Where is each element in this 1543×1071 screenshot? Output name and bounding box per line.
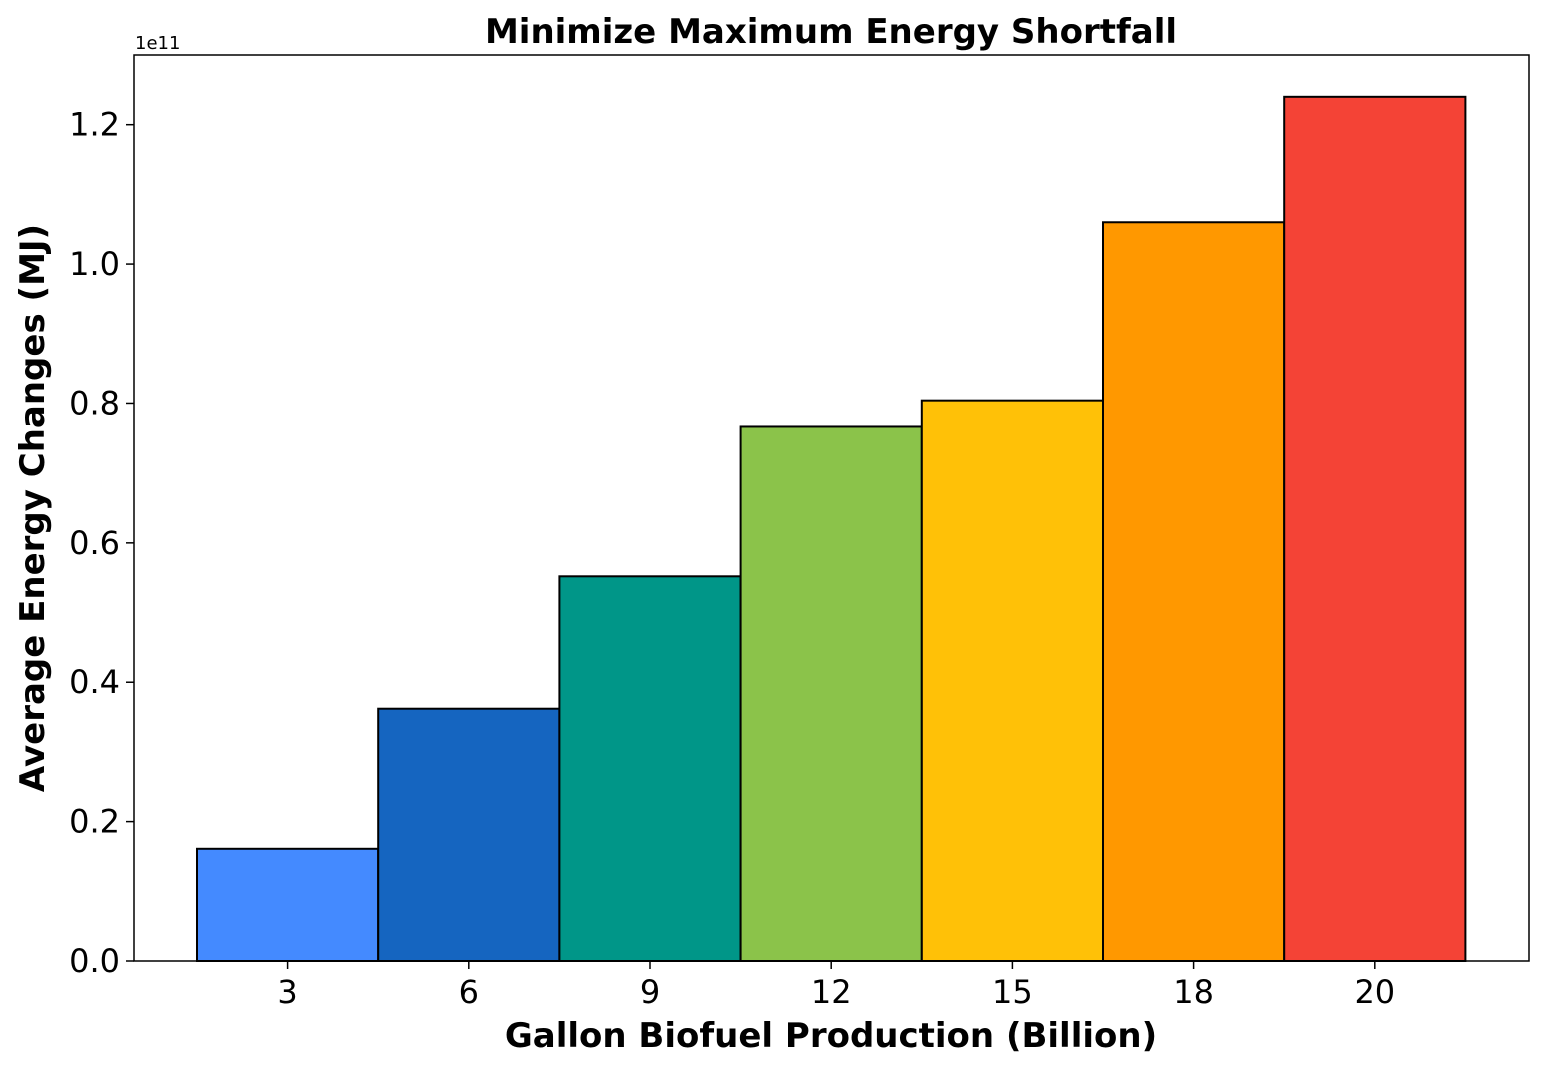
x-tick-label: 15 (992, 973, 1033, 1011)
bar-20 (1283, 95, 1467, 963)
bars-group (196, 95, 1467, 963)
bar-3 (196, 847, 380, 963)
y-tick-label: 0.6 (69, 524, 120, 562)
bar-6 (377, 707, 561, 963)
x-axis-ticks: 3 6 9 12 15 18 20 (277, 961, 1395, 1011)
x-axis-title: Gallon Biofuel Production (Billion) (505, 1016, 1157, 1056)
plot-frame (133, 54, 1530, 962)
y-tick-label: 0.0 (69, 942, 120, 980)
bar-15 (920, 399, 1104, 963)
x-tick-label: 12 (811, 973, 852, 1011)
y-tick-label: 0.4 (69, 663, 120, 701)
chart-title: Minimize Maximum Energy Shortfall (485, 12, 1177, 52)
x-tick-label: 6 (459, 973, 479, 1011)
x-tick-label: 18 (1173, 973, 1214, 1011)
y-axis-offset-label: 1e11 (135, 33, 180, 54)
x-tick-label: 3 (277, 973, 297, 1011)
bar-9 (558, 575, 742, 962)
y-tick-label: 0.2 (69, 803, 120, 841)
x-tick-label: 20 (1354, 973, 1395, 1011)
y-axis-title: Average Energy Changes (MJ) (13, 224, 53, 792)
y-tick-label: 0.8 (69, 384, 120, 422)
y-tick-label: 1.0 (69, 245, 120, 283)
x-tick-label: 9 (640, 973, 660, 1011)
bar-12 (739, 425, 923, 962)
y-axis-ticks: 0.0 0.2 0.4 0.6 0.8 1.0 1.2 (69, 106, 134, 980)
bar-18 (1102, 221, 1286, 962)
y-tick-label: 1.2 (69, 106, 120, 144)
